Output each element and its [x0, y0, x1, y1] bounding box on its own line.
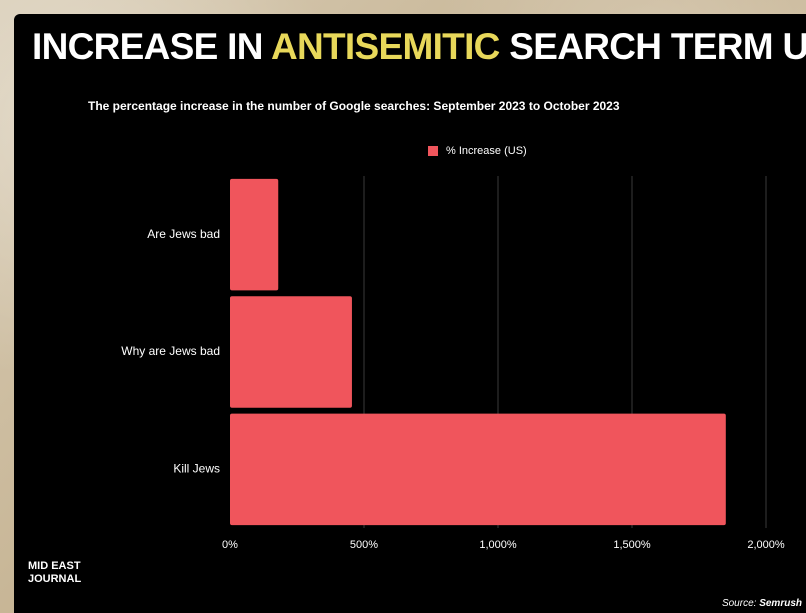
x-tick-label: 1,500% — [613, 539, 651, 551]
bar-chart: Are Jews bad Why are Jews bad Kill Jews 0% 5… — [121, 176, 785, 551]
category-label: Are Jews bad — [147, 227, 220, 241]
bar — [230, 413, 726, 526]
chart-subtitle: The percentage increase in the number of… — [88, 99, 620, 113]
title-part-before: INCREASE IN — [32, 26, 271, 67]
bar — [230, 296, 352, 408]
legend-label: % Increase (US) — [446, 145, 527, 157]
bar — [230, 178, 279, 291]
legend-swatch — [428, 146, 438, 156]
chart-legend: % Increase (US) — [428, 145, 527, 157]
title-part-after: SEARCH TERM USAGE — [509, 26, 806, 67]
source-name: Semrush — [759, 598, 802, 609]
chart-card: INCREASE IN ANTISEMITIC SEARCH TERM USAG… — [14, 14, 806, 613]
category-label: Why are Jews bad — [121, 344, 220, 358]
x-tick-label: 2,000% — [747, 539, 785, 551]
x-tick-label: 0% — [222, 539, 238, 551]
chart-title: INCREASE IN ANTISEMITIC SEARCH TERM USAG… — [32, 28, 806, 65]
source-label: Source: Semrush — [722, 598, 802, 609]
x-tick-label: 1,000% — [479, 539, 517, 551]
source-prefix: Source: — [721, 598, 760, 609]
category-label: Kill Jews — [173, 462, 220, 476]
title-highlight: ANTISEMITIC — [270, 26, 500, 67]
brand-label: MID EAST JOURNAL — [28, 560, 82, 585]
x-tick-label: 500% — [350, 539, 378, 551]
